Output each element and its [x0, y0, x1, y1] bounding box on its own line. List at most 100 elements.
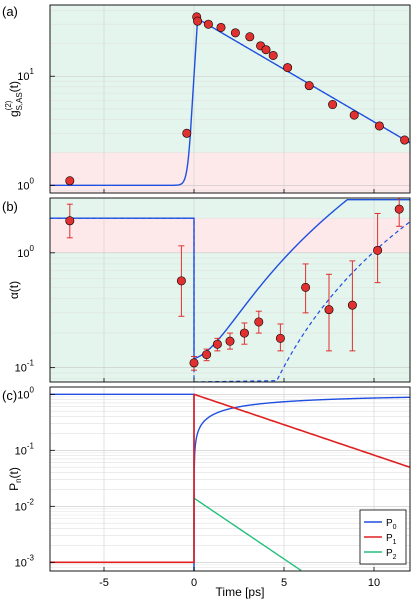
series-line-p0 [50, 393, 410, 571]
y-tick-base: 10 [17, 389, 29, 401]
background-band [50, 198, 410, 219]
data-point [239, 328, 249, 338]
data-point [189, 358, 199, 368]
y-tick-label: 10-1 [15, 441, 35, 457]
y-tick-base: 10 [15, 557, 27, 569]
data-point [328, 100, 338, 110]
data-point [176, 276, 186, 286]
data-point [373, 245, 383, 255]
legend-label: P0 [386, 518, 397, 531]
axes-frame [49, 197, 411, 383]
y-label-sup: (2) [4, 100, 13, 110]
y-label-sub: S,AS [15, 92, 24, 110]
data-point [347, 300, 357, 310]
fit-curve [50, 198, 410, 360]
x-tick-label: 0 [191, 577, 197, 589]
y-tick-base: 10 [15, 501, 27, 513]
legend-sub: 2 [393, 554, 397, 561]
y-label-tail: (t) [7, 467, 21, 478]
legend-name: P [386, 548, 393, 559]
y-tick-label: 101 [17, 67, 34, 83]
data-point [202, 350, 212, 360]
data-point [203, 19, 213, 29]
data-point [225, 336, 235, 346]
legend-sub: 1 [393, 539, 397, 546]
y-tick-base: 10 [15, 445, 27, 457]
data-point [182, 128, 192, 138]
axes-frame [49, 4, 411, 194]
y-tick-base: 10 [17, 248, 29, 260]
y-label-main: P [7, 483, 21, 491]
y-label-sub: n [14, 478, 23, 482]
y-tick-label: 100 [17, 385, 34, 401]
plot-area [50, 387, 410, 571]
x-tick-label: -5 [99, 577, 109, 589]
panel-label: (b) [2, 199, 18, 214]
y-tick-label: 10-1 [15, 359, 35, 375]
data-point [261, 45, 271, 55]
data-point [324, 305, 334, 315]
y-tick-label: 10-3 [15, 553, 35, 569]
data-point [65, 216, 75, 226]
legend-label: P1 [386, 533, 397, 546]
y-tick-base: 10 [15, 363, 27, 375]
legend-name: P [386, 518, 393, 529]
y-axis-label: Pn(t) [7, 467, 23, 491]
y-tick-exp: 1 [30, 67, 35, 76]
y-label-main: g [7, 110, 21, 117]
background-band [50, 5, 410, 153]
data-point [304, 81, 314, 91]
x-axis-label: Time [ps] [216, 585, 265, 599]
y-tick-label: 100 [17, 244, 34, 260]
y-tick-exp: -1 [27, 441, 35, 450]
background-band [50, 252, 410, 382]
data-point [301, 282, 311, 292]
plot-area [50, 198, 410, 382]
x-tick-label: 10 [368, 577, 380, 589]
y-label-main: α(t) [7, 281, 21, 299]
data-point [374, 121, 384, 131]
y-tick-label: 100 [17, 176, 34, 192]
plot-area [50, 5, 410, 193]
y-tick-exp: 0 [30, 385, 35, 394]
y-tick-exp: 0 [30, 244, 35, 253]
y-tick-exp: -1 [27, 359, 35, 368]
data-point [230, 28, 240, 38]
data-point [268, 50, 278, 60]
legend-sub: 0 [393, 524, 397, 531]
background-band [50, 218, 410, 253]
legend-name: P [386, 533, 393, 544]
y-label-tail: (t) [7, 81, 21, 92]
y-axis-label: g(2) S,AS(t) [4, 81, 24, 117]
data-point [212, 339, 222, 349]
background-band [50, 152, 410, 193]
fit-curve [50, 17, 410, 187]
y-tick-exp: 0 [30, 176, 35, 185]
legend-label: P2 [386, 548, 397, 561]
data-point [65, 176, 75, 186]
data-point [216, 22, 226, 32]
y-tick-exp: -2 [27, 497, 35, 506]
data-point [193, 16, 203, 26]
axes-frame [49, 386, 411, 572]
data-point [349, 110, 359, 120]
y-tick-exp: -3 [27, 553, 35, 562]
data-point [400, 135, 410, 145]
panel-label: (c) [2, 388, 17, 403]
data-point [245, 32, 255, 42]
data-point [283, 63, 293, 73]
y-tick-base: 10 [17, 180, 29, 192]
x-tick-label: 5 [281, 577, 287, 589]
panel-label: (a) [2, 4, 18, 19]
y-tick-base: 10 [17, 71, 29, 83]
data-point [394, 204, 404, 214]
data-point [275, 333, 285, 343]
series-line-p2 [193, 496, 302, 571]
data-point [254, 317, 264, 327]
y-axis-label: α(t) [7, 281, 21, 299]
